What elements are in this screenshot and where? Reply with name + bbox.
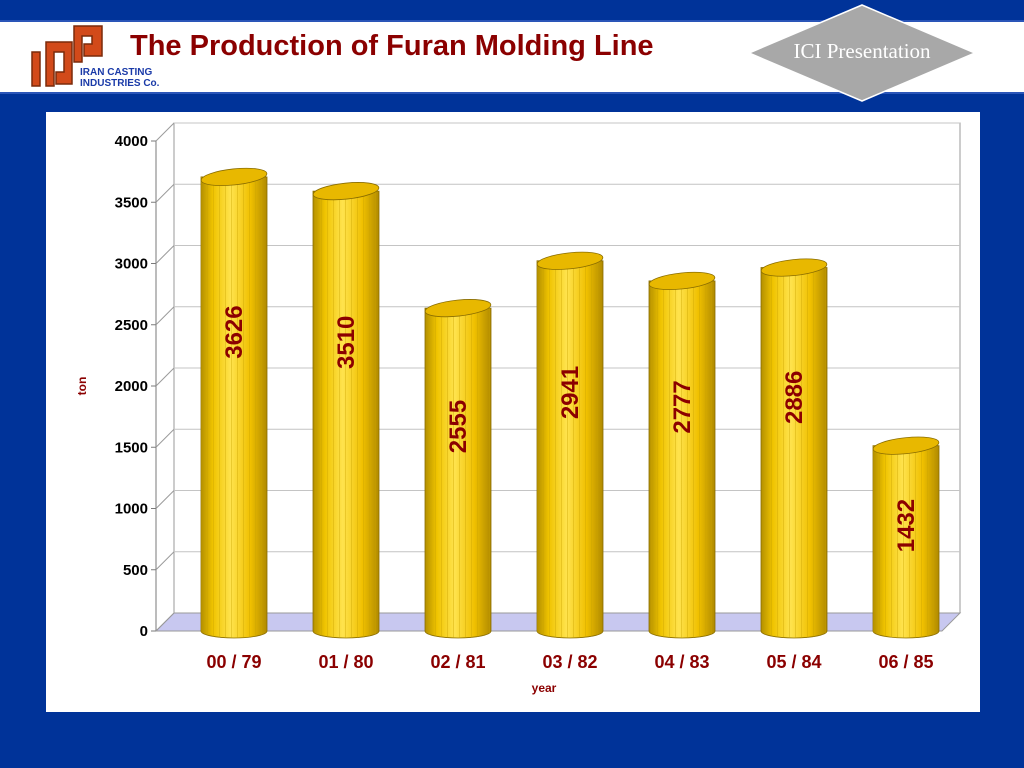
bar-4	[648, 271, 716, 639]
badge-text: ICI Presentation	[793, 39, 931, 63]
ici-logo-icon	[31, 25, 103, 87]
bar-5	[760, 258, 828, 639]
x-tick-label: 01 / 80	[318, 652, 373, 672]
x-axis-label: year	[532, 681, 557, 695]
y-tick-label: 500	[123, 562, 148, 579]
gridline-depth	[155, 122, 175, 142]
gridline-depth	[155, 612, 175, 632]
bar-stripes	[313, 191, 379, 638]
gridline-depth	[155, 551, 175, 571]
bar-3	[536, 251, 604, 639]
y-tick-label: 1500	[115, 439, 148, 456]
bar-top	[760, 258, 828, 277]
y-tick-label: 1000	[115, 501, 148, 518]
bar-1	[312, 182, 380, 639]
y-tick-label: 0	[140, 623, 148, 640]
x-tick-label: 03 / 82	[542, 652, 597, 672]
bar-0	[200, 167, 268, 639]
data-label: 2555	[445, 400, 472, 453]
y-tick-label: 3500	[115, 194, 148, 211]
chart-panel: 0 500 1000 1500 2000 2500 3000 3500 4000 3626 00 /…	[46, 112, 980, 712]
data-label: 2886	[781, 371, 808, 424]
y-tick-label: 2000	[115, 378, 148, 395]
bar-stripes	[873, 445, 939, 638]
data-label: 3510	[333, 316, 360, 369]
x-tick-label: 00 / 79	[206, 652, 261, 672]
x-tick-label: 02 / 81	[430, 652, 485, 672]
bar-top	[200, 167, 268, 186]
bar-stripes	[201, 176, 267, 638]
bar-stripes	[761, 267, 827, 638]
bar-top	[536, 251, 604, 270]
y-tick-label: 4000	[115, 133, 148, 150]
bar-2	[424, 299, 492, 639]
gridline-depth	[155, 306, 175, 326]
bar-top	[424, 299, 492, 318]
gridline-depth	[155, 490, 175, 509]
x-tick-label: 04 / 83	[654, 652, 709, 672]
bar-6	[872, 436, 940, 639]
bar-stripes	[537, 260, 603, 638]
page-title: The Production of Furan Molding Line	[130, 30, 654, 62]
bar-top	[648, 271, 716, 290]
bar-chart: 0 500 1000 1500 2000 2500 3000 3500 4000 3626 00 /…	[75, 122, 962, 695]
y-tick-label: 2500	[115, 317, 148, 334]
bar-stripes	[425, 308, 491, 638]
data-label: 3626	[221, 305, 248, 358]
gridline-depth	[155, 245, 175, 264]
y-axis-label: ton	[75, 377, 89, 396]
bar-stripes	[649, 280, 715, 638]
data-label: 2777	[669, 380, 696, 433]
gridline-depth	[155, 183, 175, 203]
presentation-badge: ICI Presentation	[748, 4, 976, 102]
bar-top	[312, 182, 380, 201]
company-name: IRAN CASTING INDUSTRIES Co.	[80, 67, 160, 89]
data-label: 2941	[557, 366, 584, 419]
x-tick-label: 05 / 84	[766, 652, 821, 672]
x-tick-label: 06 / 85	[878, 652, 933, 672]
y-tick-label: 3000	[115, 256, 148, 273]
data-label: 1432	[893, 499, 920, 552]
bar-top	[872, 436, 940, 455]
gridline-depth	[155, 367, 175, 387]
gridline-depth	[155, 428, 175, 448]
